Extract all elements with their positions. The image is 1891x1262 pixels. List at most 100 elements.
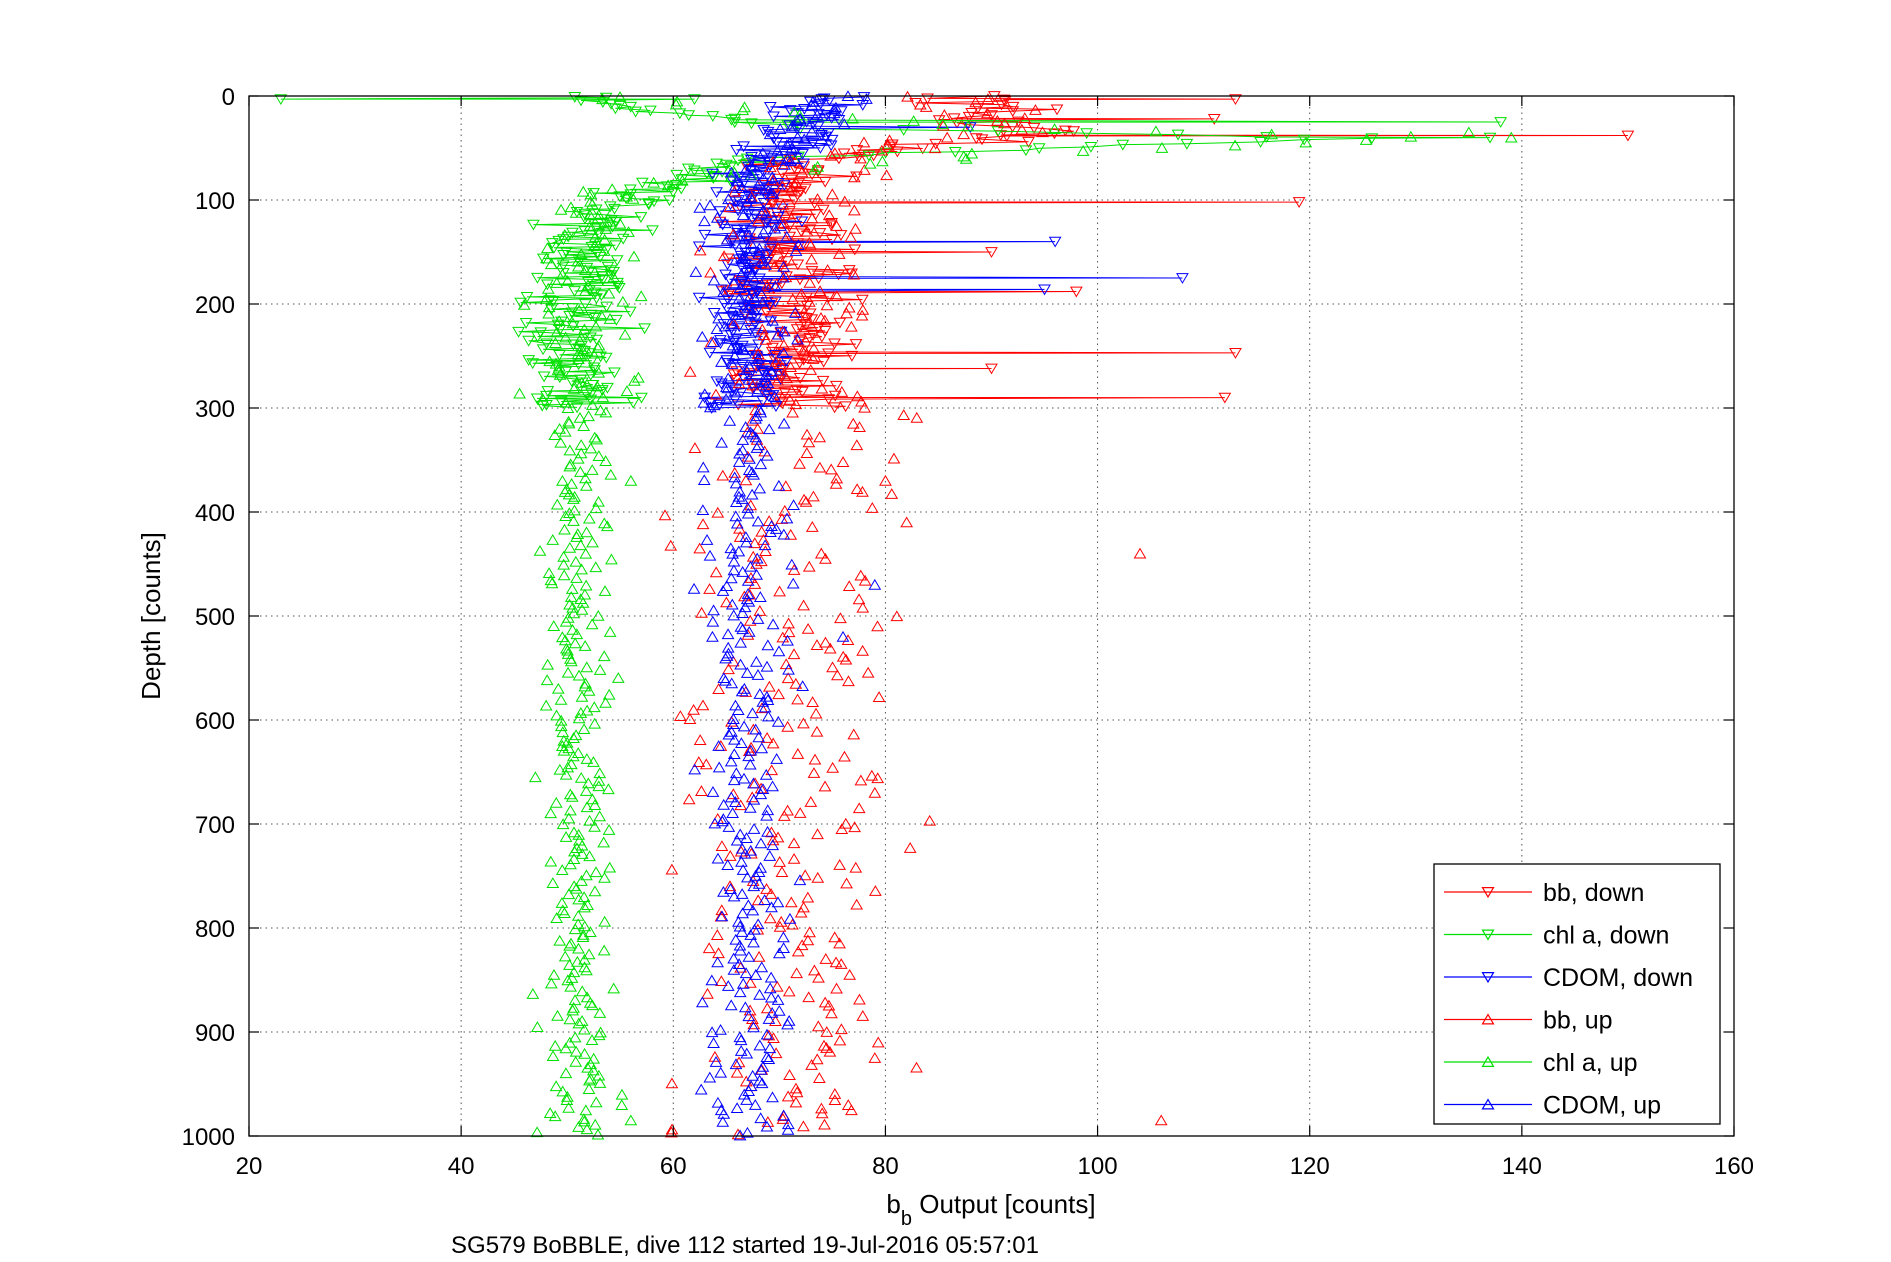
data-point [897, 409, 911, 420]
data-point [783, 137, 797, 149]
data-point [558, 523, 571, 535]
data-point [856, 485, 869, 497]
data-point [692, 241, 706, 253]
data-point [791, 693, 804, 705]
data-point [712, 947, 725, 959]
data-point [727, 774, 741, 786]
legend-label: bb, up [1543, 1007, 1613, 1035]
data-point [730, 225, 744, 236]
data-point [563, 1036, 577, 1048]
data-point [694, 1083, 708, 1095]
data-point [833, 317, 847, 329]
data-point [599, 455, 613, 466]
data-point [1365, 133, 1379, 145]
data-point [816, 375, 830, 387]
data-point [715, 355, 728, 367]
data-point [802, 560, 816, 572]
data-point [822, 999, 836, 1011]
data-point [763, 1042, 777, 1054]
x-tick-label: 20 [236, 1153, 263, 1180]
data-point [885, 488, 899, 499]
data-point [858, 401, 871, 413]
data-point [849, 861, 863, 873]
data-point [559, 510, 572, 522]
data-point [745, 847, 758, 859]
data-point [755, 255, 768, 266]
data-point [721, 259, 734, 271]
data-point [579, 579, 593, 591]
data-point [740, 667, 754, 678]
data-point [549, 796, 563, 808]
data-point [842, 301, 856, 313]
data-point [760, 690, 774, 702]
data-point [722, 663, 735, 675]
legend-label: chl a, down [1543, 922, 1669, 950]
data-point [731, 1128, 745, 1140]
data-point [587, 1052, 601, 1064]
data-point [743, 758, 757, 770]
data-point [601, 520, 614, 532]
data-point [957, 150, 971, 162]
data-point [567, 826, 581, 838]
data-point [781, 1090, 795, 1102]
data-point [818, 176, 832, 188]
data-point [635, 177, 649, 189]
legend-marker [1481, 887, 1495, 899]
data-point [771, 715, 785, 727]
data-point [771, 328, 785, 340]
data-point [752, 242, 766, 254]
data-point [800, 447, 814, 459]
data-point [757, 329, 771, 340]
data-point [796, 148, 809, 160]
data-point [742, 228, 756, 240]
data-point [561, 402, 575, 413]
data-point [1299, 136, 1313, 148]
data-point [781, 153, 794, 165]
data-point [921, 93, 934, 105]
data-point [629, 106, 642, 118]
data-point [572, 669, 586, 681]
data-point [688, 763, 702, 775]
data-point [787, 195, 801, 207]
data-point [1080, 128, 1094, 140]
data-point [719, 381, 733, 393]
data-point [730, 517, 744, 529]
data-point [569, 729, 583, 741]
data-point [745, 118, 758, 130]
data-point [804, 239, 818, 251]
data-point [778, 369, 791, 381]
data-point [773, 150, 786, 162]
data-point [583, 850, 596, 862]
data-point [530, 393, 544, 405]
data-point [733, 282, 747, 294]
data-point [838, 195, 852, 207]
series-chl-a-up [513, 91, 1518, 1140]
data-point [717, 285, 730, 297]
data-point [734, 1034, 748, 1046]
data-point [566, 601, 580, 613]
data-point [849, 222, 862, 234]
data-point [565, 477, 578, 489]
data-point [579, 677, 592, 689]
data-point [777, 931, 790, 943]
data-point [731, 704, 745, 715]
data-point [850, 439, 864, 451]
data-point [605, 553, 618, 565]
data-point [818, 326, 832, 337]
data-point [586, 1064, 600, 1076]
data-point [587, 188, 600, 200]
data-point [830, 982, 843, 994]
data-point [822, 394, 836, 406]
data-point [550, 498, 564, 510]
data-point [603, 861, 617, 873]
data-point [544, 977, 558, 989]
data-point [731, 205, 745, 217]
data-point [871, 620, 884, 632]
data-point [577, 1023, 591, 1035]
y-tick-label: 300 [195, 396, 235, 423]
data-point [558, 907, 571, 919]
data-point [723, 201, 737, 213]
data-point [734, 268, 748, 280]
data-point [838, 750, 851, 762]
data-point [536, 394, 550, 405]
